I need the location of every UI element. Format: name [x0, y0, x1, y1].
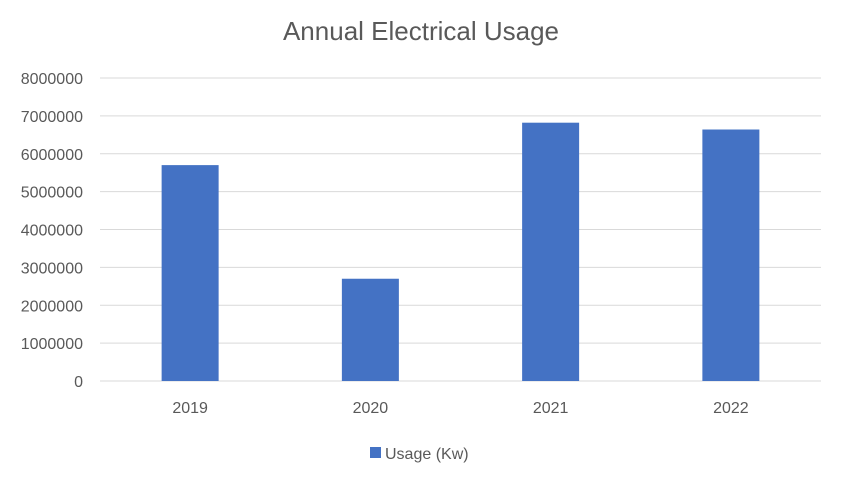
x-tick-label: 2020 [353, 400, 389, 417]
bar-2022 [702, 129, 760, 381]
y-tick-label: 2000000 [21, 298, 83, 315]
y-tick-label: 3000000 [21, 260, 83, 277]
legend-label: Usage (Kw) [385, 446, 469, 463]
y-tick-label: 8000000 [21, 71, 83, 88]
y-tick-label: 6000000 [21, 147, 83, 164]
bar-2020 [341, 278, 399, 381]
legend-swatch [370, 447, 381, 458]
legend: Usage (Kw) [370, 446, 469, 463]
chart-title: Annual Electrical Usage [283, 16, 559, 46]
gridlines [100, 77, 821, 382]
y-tick-label: 4000000 [21, 223, 83, 240]
y-tick-label: 1000000 [21, 336, 83, 353]
x-tick-label: 2022 [713, 400, 749, 417]
y-tick-label: 7000000 [21, 109, 83, 126]
y-tick-label: 0 [74, 374, 83, 391]
y-axis-tick-labels: 0 1000000 2000000 3000000 4000000 5000000 6000… [21, 71, 83, 391]
bar-2019 [161, 165, 219, 381]
y-tick-label: 5000000 [21, 185, 83, 202]
x-axis-tick-labels: 2019 2020 2021 2022 [172, 400, 748, 417]
x-tick-label: 2019 [172, 400, 208, 417]
bar-2021 [522, 122, 580, 381]
bars [161, 122, 760, 381]
x-tick-label: 2021 [533, 400, 569, 417]
